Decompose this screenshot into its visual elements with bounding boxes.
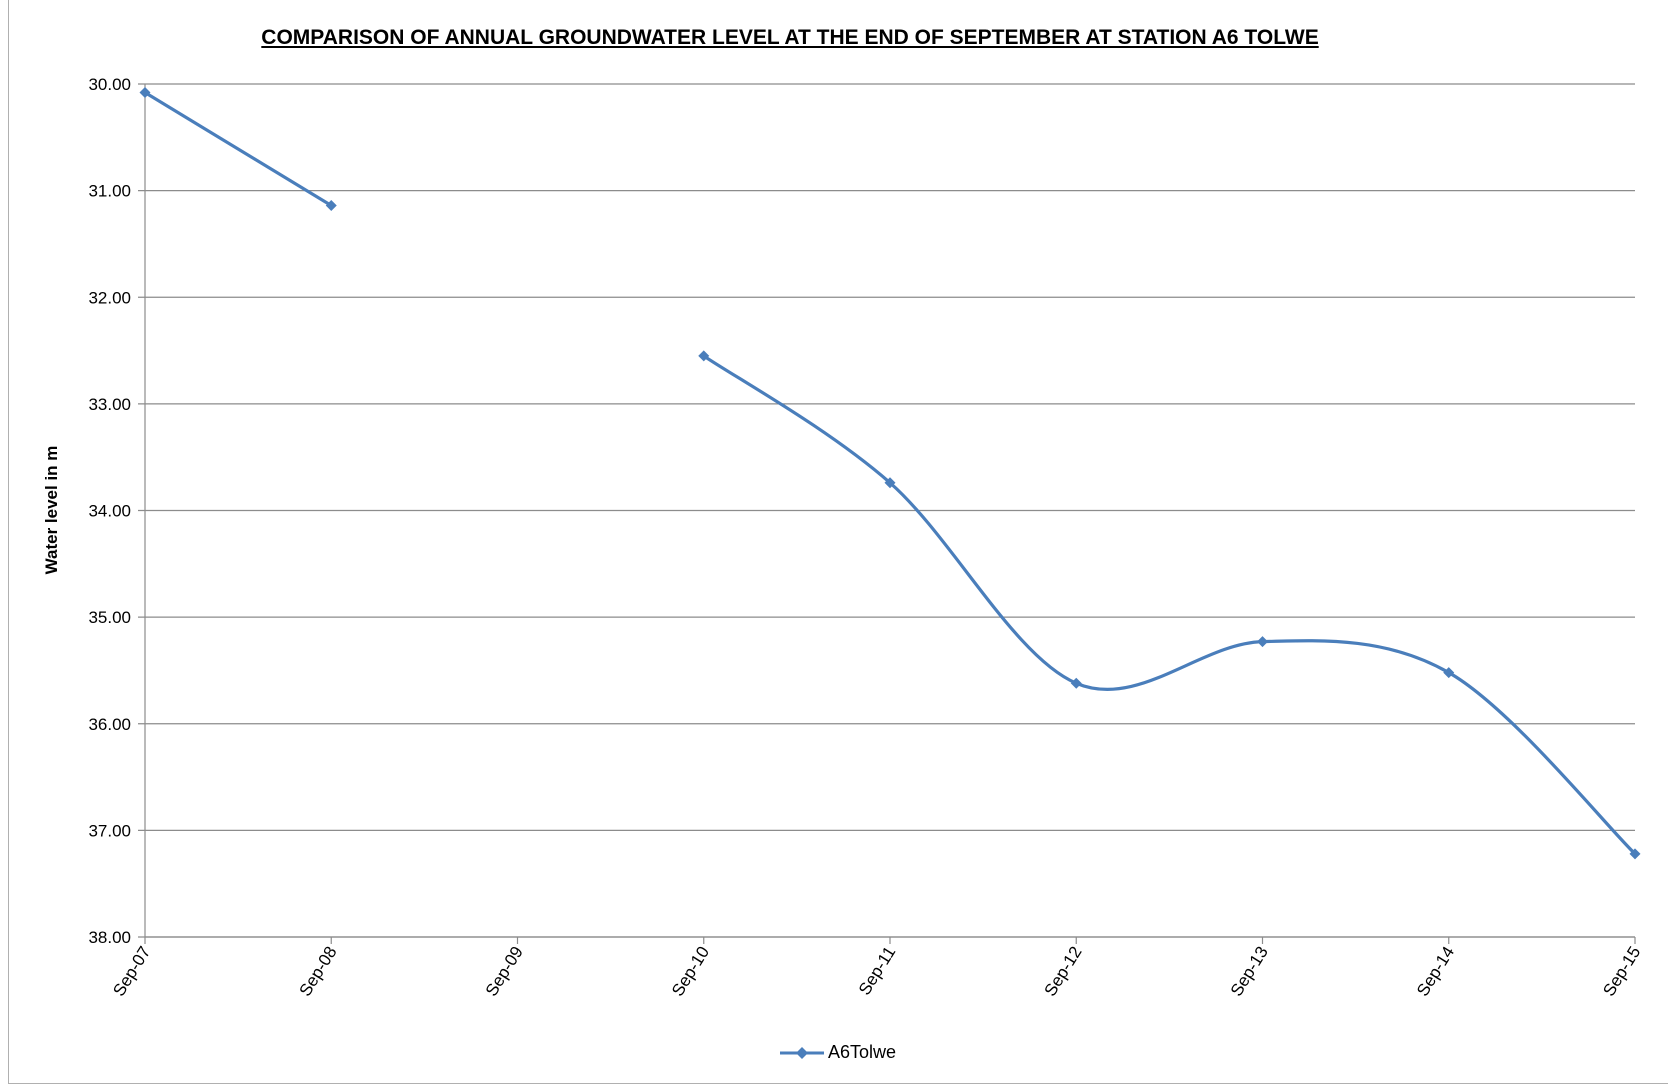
y-tick-label: 37.00 <box>88 821 131 840</box>
legend-label: A6Tolwe <box>828 1042 897 1062</box>
data-point <box>884 477 896 489</box>
data-point <box>1443 667 1455 679</box>
chart-frame <box>8 0 1668 1084</box>
x-tick-label: Sep-08 <box>295 943 340 1000</box>
y-tick-label: 36.00 <box>88 715 131 734</box>
data-point <box>325 200 337 212</box>
data-point <box>698 350 710 362</box>
x-tick-label: Sep-15 <box>1599 943 1644 1000</box>
legend-marker-icon <box>780 1046 824 1059</box>
y-tick-label: 33.00 <box>88 395 131 414</box>
y-tick-label: 31.00 <box>88 182 131 201</box>
y-tick-label: 30.00 <box>88 75 131 94</box>
data-point <box>1629 848 1641 860</box>
series-line <box>144 91 333 207</box>
chart-title: COMPARISON OF ANNUAL GROUNDWATER LEVEL A… <box>261 26 1319 49</box>
x-tick-label: Sep-09 <box>482 943 527 1000</box>
legend: A6Tolwe <box>780 1042 896 1063</box>
series-line <box>702 354 1637 855</box>
x-tick-label: Sep-11 <box>855 943 899 998</box>
x-tick-label: Sep-07 <box>109 943 154 1000</box>
x-tick-label: Sep-13 <box>1227 943 1272 1000</box>
y-tick-label: 34.00 <box>88 502 131 521</box>
x-tick-label: Sep-10 <box>668 943 713 1000</box>
y-tick-label: 32.00 <box>88 288 131 307</box>
x-tick-label: Sep-12 <box>1040 943 1085 1000</box>
y-tick-label: 38.00 <box>88 928 131 947</box>
data-point <box>1257 636 1268 648</box>
data-point <box>139 87 151 99</box>
y-tick-label: 35.00 <box>88 608 131 627</box>
data-point <box>1070 677 1082 689</box>
x-tick-label: Sep-14 <box>1413 943 1458 1000</box>
